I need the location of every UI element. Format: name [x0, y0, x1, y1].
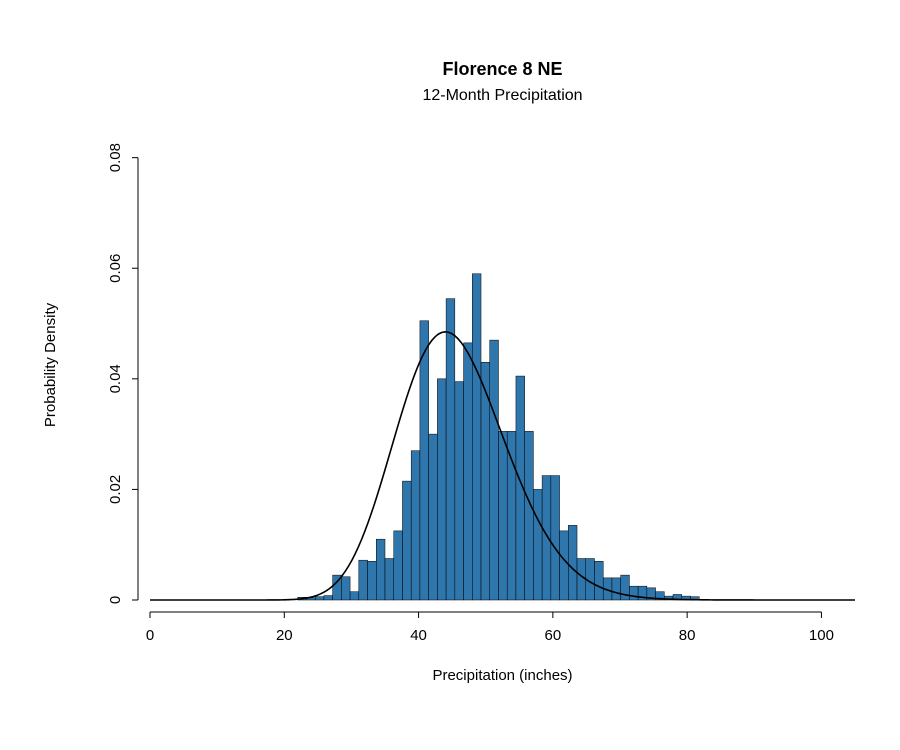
histogram-bar — [507, 431, 516, 600]
histogram-bar — [359, 560, 368, 600]
x-tick-label: 20 — [276, 627, 293, 644]
histogram-bar — [324, 596, 333, 600]
y-tick-label: 0.04 — [107, 364, 124, 393]
histogram-bar — [376, 539, 385, 600]
y-tick-labels: 0 0.02 0.04 0.06 0.08 — [107, 143, 124, 604]
y-tick-label: 0.08 — [107, 143, 124, 172]
histogram-bar — [472, 274, 481, 600]
histogram-bar — [429, 434, 438, 600]
y-axis-label: Probability Density — [42, 302, 59, 427]
histogram-bar — [551, 476, 560, 600]
histogram-bar — [612, 578, 621, 600]
histogram-bars — [298, 274, 700, 600]
histogram-bar — [437, 379, 446, 600]
histogram-bar — [525, 431, 534, 600]
y-tick-label: 0.06 — [107, 254, 124, 283]
histogram-bar — [394, 531, 403, 600]
histogram-bar — [621, 575, 630, 600]
precipitation-histogram-chart: Florence 8 NE 12-Month Precipitation Pro… — [0, 0, 900, 750]
histogram-bar — [341, 577, 350, 600]
histogram-bar — [577, 559, 586, 600]
histogram-bar — [594, 561, 603, 600]
histogram-bar — [315, 597, 324, 600]
chart-title: Florence 8 NE — [442, 59, 562, 79]
histogram-bar — [568, 525, 577, 600]
histogram-bar — [533, 489, 542, 600]
x-tick-label: 60 — [545, 627, 562, 644]
histogram-bar — [464, 343, 473, 600]
histogram-bar — [411, 451, 420, 600]
histogram-bar — [629, 586, 638, 600]
histogram-bar — [402, 481, 411, 600]
y-tick-label: 0 — [107, 596, 124, 604]
x-tick-label: 80 — [679, 627, 696, 644]
histogram-bar — [446, 299, 455, 600]
histogram-bar — [455, 382, 464, 600]
histogram-bar — [350, 592, 359, 600]
histogram-bar — [420, 321, 429, 600]
x-tick-label: 40 — [410, 627, 427, 644]
y-tick-label: 0.02 — [107, 475, 124, 504]
histogram-bar — [385, 559, 394, 600]
x-axis-label: Precipitation (inches) — [432, 667, 572, 684]
chart-subtitle: 12-Month Precipitation — [422, 87, 582, 104]
histogram-bar — [368, 561, 377, 600]
x-tick-label: 100 — [809, 627, 834, 644]
histogram-bar — [542, 476, 551, 600]
x-tick-label: 0 — [146, 627, 154, 644]
histogram-bar — [560, 531, 569, 600]
histogram-bar — [498, 431, 507, 600]
x-tick-labels: 0 20 40 60 80 100 — [146, 627, 834, 644]
histogram-bar — [490, 340, 499, 600]
